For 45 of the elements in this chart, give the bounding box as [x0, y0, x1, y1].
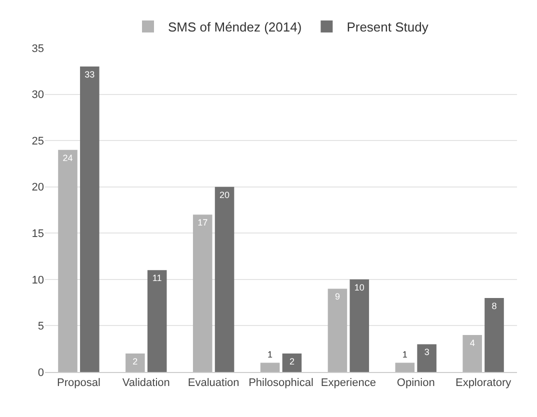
- y-tick-label: 5: [38, 320, 44, 333]
- bar: [126, 353, 145, 372]
- x-tick-label: Validation: [122, 377, 170, 390]
- x-tick-label: Philosophical: [248, 377, 314, 390]
- data-label: 11: [152, 273, 162, 284]
- data-label: 9: [334, 292, 340, 302]
- bar: [192, 214, 212, 372]
- bar: [350, 279, 370, 372]
- bar: [147, 270, 167, 372]
- bar: [282, 353, 302, 372]
- data-label: 20: [220, 190, 230, 200]
- data-label: 33: [84, 70, 95, 80]
- data-label: 8: [492, 300, 497, 311]
- bar: [417, 344, 436, 372]
- bar: [260, 362, 280, 372]
- data-label: 4: [470, 338, 475, 348]
- x-tick-label: Experience: [320, 377, 376, 390]
- bar: [462, 334, 482, 372]
- x-tick-label: Evaluation: [188, 377, 240, 390]
- y-tick-label: 15: [32, 228, 44, 240]
- x-tick-label: Proposal: [57, 377, 100, 390]
- data-label: 2: [132, 356, 138, 366]
- y-tick-label: 30: [32, 89, 44, 102]
- data-label: 1: [402, 350, 408, 360]
- data-label: 3: [424, 347, 430, 358]
- bar: [214, 186, 234, 372]
- bar: [58, 150, 78, 372]
- bar: [395, 362, 415, 372]
- y-tick-label: 25: [32, 135, 44, 148]
- data-label: 10: [354, 282, 364, 292]
- x-tick-label: Opinion: [396, 377, 435, 390]
- data-label: 2: [289, 356, 294, 366]
- bar: [80, 66, 100, 372]
- y-tick-label: 10: [32, 274, 44, 286]
- legend-label: Present Study: [346, 20, 429, 35]
- data-label: 17: [198, 218, 208, 228]
- y-tick-label: 20: [32, 182, 44, 194]
- data-label: 24: [62, 152, 73, 163]
- y-tick-label: 35: [32, 42, 44, 55]
- x-tick-label: Exploratory: [455, 377, 512, 390]
- legend-label: SMS of Méndez (2014): [168, 20, 302, 35]
- bar: [328, 288, 348, 372]
- bar: [484, 298, 504, 372]
- data-label: 1: [268, 350, 273, 360]
- y-tick-label: 0: [38, 366, 44, 379]
